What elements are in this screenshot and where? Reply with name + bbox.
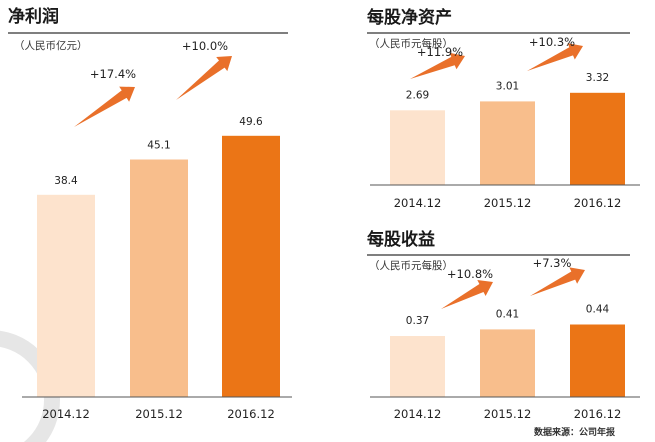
net-profit-chart: 净利润 （人民币亿元） 38.4 2014.12 45.1 2015.12 49.6 2016… bbox=[8, 6, 292, 421]
chart-unit-label: （人民币亿元） bbox=[14, 39, 88, 52]
bvps-chart: 每股净资产 （人民币元每股） 2.69 2014.12 3.01 2015.12 3.32 2… bbox=[367, 7, 640, 210]
bar-2014.12 bbox=[37, 194, 95, 397]
bar-2014.12 bbox=[390, 336, 445, 397]
chart-unit-label: （人民币元每股） bbox=[369, 37, 453, 50]
value-label: 38.4 bbox=[54, 175, 78, 187]
growth-label: +11.9% bbox=[417, 45, 463, 59]
x-tick-label: 2016.12 bbox=[574, 407, 622, 421]
growth-arrow bbox=[410, 52, 465, 79]
chart-title: 净利润 bbox=[8, 6, 59, 27]
value-label: 0.41 bbox=[496, 308, 519, 320]
growth-arrow bbox=[74, 86, 135, 127]
growth-label: +7.3% bbox=[533, 256, 572, 270]
value-label: 3.32 bbox=[586, 72, 609, 84]
x-tick-label: 2015.12 bbox=[135, 407, 183, 421]
bar-2015.12 bbox=[480, 101, 535, 185]
value-label: 0.44 bbox=[586, 304, 610, 316]
x-tick-label: 2015.12 bbox=[484, 196, 532, 210]
bar-2016.12 bbox=[222, 135, 280, 398]
growth-label: +10.0% bbox=[182, 39, 228, 53]
chart-title: 每股净资产 bbox=[367, 7, 452, 28]
chart-title: 每股收益 bbox=[367, 229, 435, 250]
value-label: 0.37 bbox=[406, 315, 429, 327]
value-label: 49.6 bbox=[239, 116, 263, 128]
x-tick-label: 2015.12 bbox=[484, 407, 532, 421]
growth-label: +10.8% bbox=[447, 267, 493, 281]
growth-arrow bbox=[176, 56, 232, 100]
value-label: 2.69 bbox=[406, 89, 429, 101]
bar-2016.12 bbox=[570, 92, 625, 185]
value-label: 45.1 bbox=[147, 140, 170, 152]
value-label: 3.01 bbox=[496, 80, 519, 92]
x-tick-label: 2014.12 bbox=[42, 407, 90, 421]
eps-chart: 每股收益 （人民币元每股） 0.37 2014.12 0.41 2015.12 0.44 20… bbox=[367, 229, 640, 421]
x-tick-label: 2016.12 bbox=[227, 407, 275, 421]
growth-arrow bbox=[530, 267, 585, 296]
bar-2015.12 bbox=[130, 159, 188, 397]
x-tick-label: 2014.12 bbox=[394, 196, 442, 210]
growth-arrow bbox=[441, 280, 493, 309]
data-source-note: 数据来源：公司年报 bbox=[533, 428, 615, 438]
bar-2014.12 bbox=[390, 110, 445, 185]
growth-label: +10.3% bbox=[529, 35, 575, 49]
decorative-circle bbox=[0, 330, 60, 442]
x-tick-label: 2014.12 bbox=[394, 407, 442, 421]
x-tick-label: 2016.12 bbox=[574, 196, 622, 210]
chart-unit-label: （人民币元每股） bbox=[369, 259, 453, 272]
growth-arrow bbox=[527, 43, 583, 71]
bar-2016.12 bbox=[570, 324, 625, 397]
growth-label: +17.4% bbox=[90, 67, 136, 81]
bar-2015.12 bbox=[480, 329, 535, 397]
